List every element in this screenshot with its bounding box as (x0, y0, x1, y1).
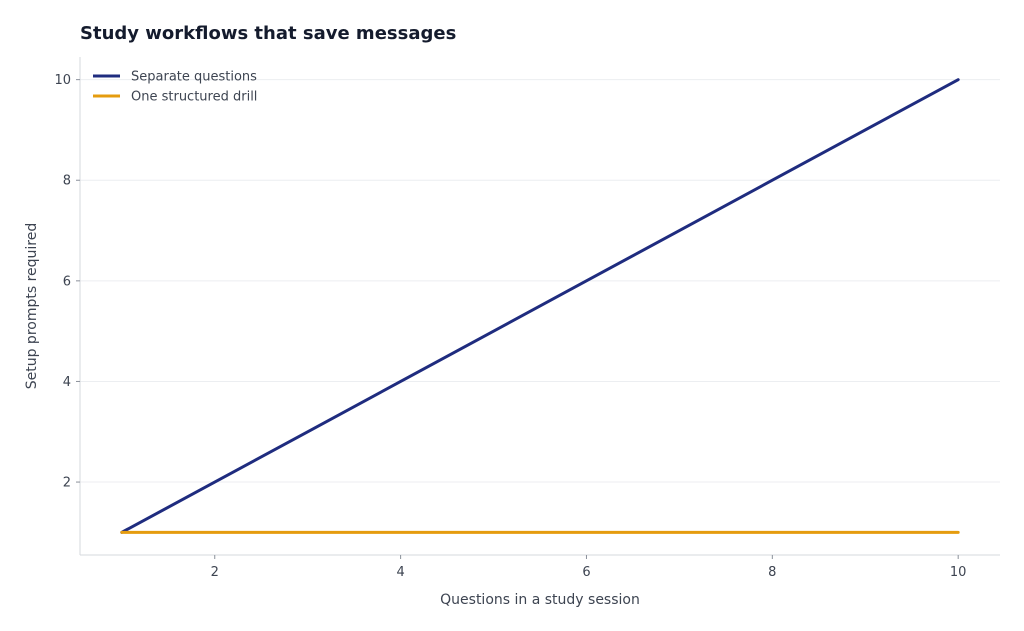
y-axis-label: Setup prompts required (24, 223, 40, 390)
legend-label-0: Separate questions (131, 70, 257, 85)
gridlines (80, 79, 1000, 483)
series-lines (120, 78, 960, 534)
y-tick-label: 2 (63, 476, 71, 491)
y-tick-label: 4 (63, 375, 71, 390)
x-axis-label: Questions in a study session (440, 592, 640, 608)
chart-title: Study workflows that save messages (80, 23, 456, 44)
series-line-0 (120, 78, 960, 534)
x-tick-label: 8 (768, 565, 776, 580)
y-tick-label: 8 (63, 174, 71, 189)
y-tick-label: 10 (54, 73, 71, 88)
legend-label-1: One structured drill (131, 90, 257, 105)
x-tick-label: 6 (582, 565, 590, 580)
y-tick-label: 6 (63, 274, 71, 289)
y-axis-ticks: 2 4 6 8 10 (54, 73, 80, 491)
x-tick-label: 4 (396, 565, 404, 580)
legend: Separate questions One structured drill (93, 70, 257, 105)
x-tick-label: 10 (950, 565, 967, 580)
x-tick-label: 2 (211, 565, 219, 580)
x-axis-ticks: 2 4 6 8 10 (211, 555, 967, 580)
